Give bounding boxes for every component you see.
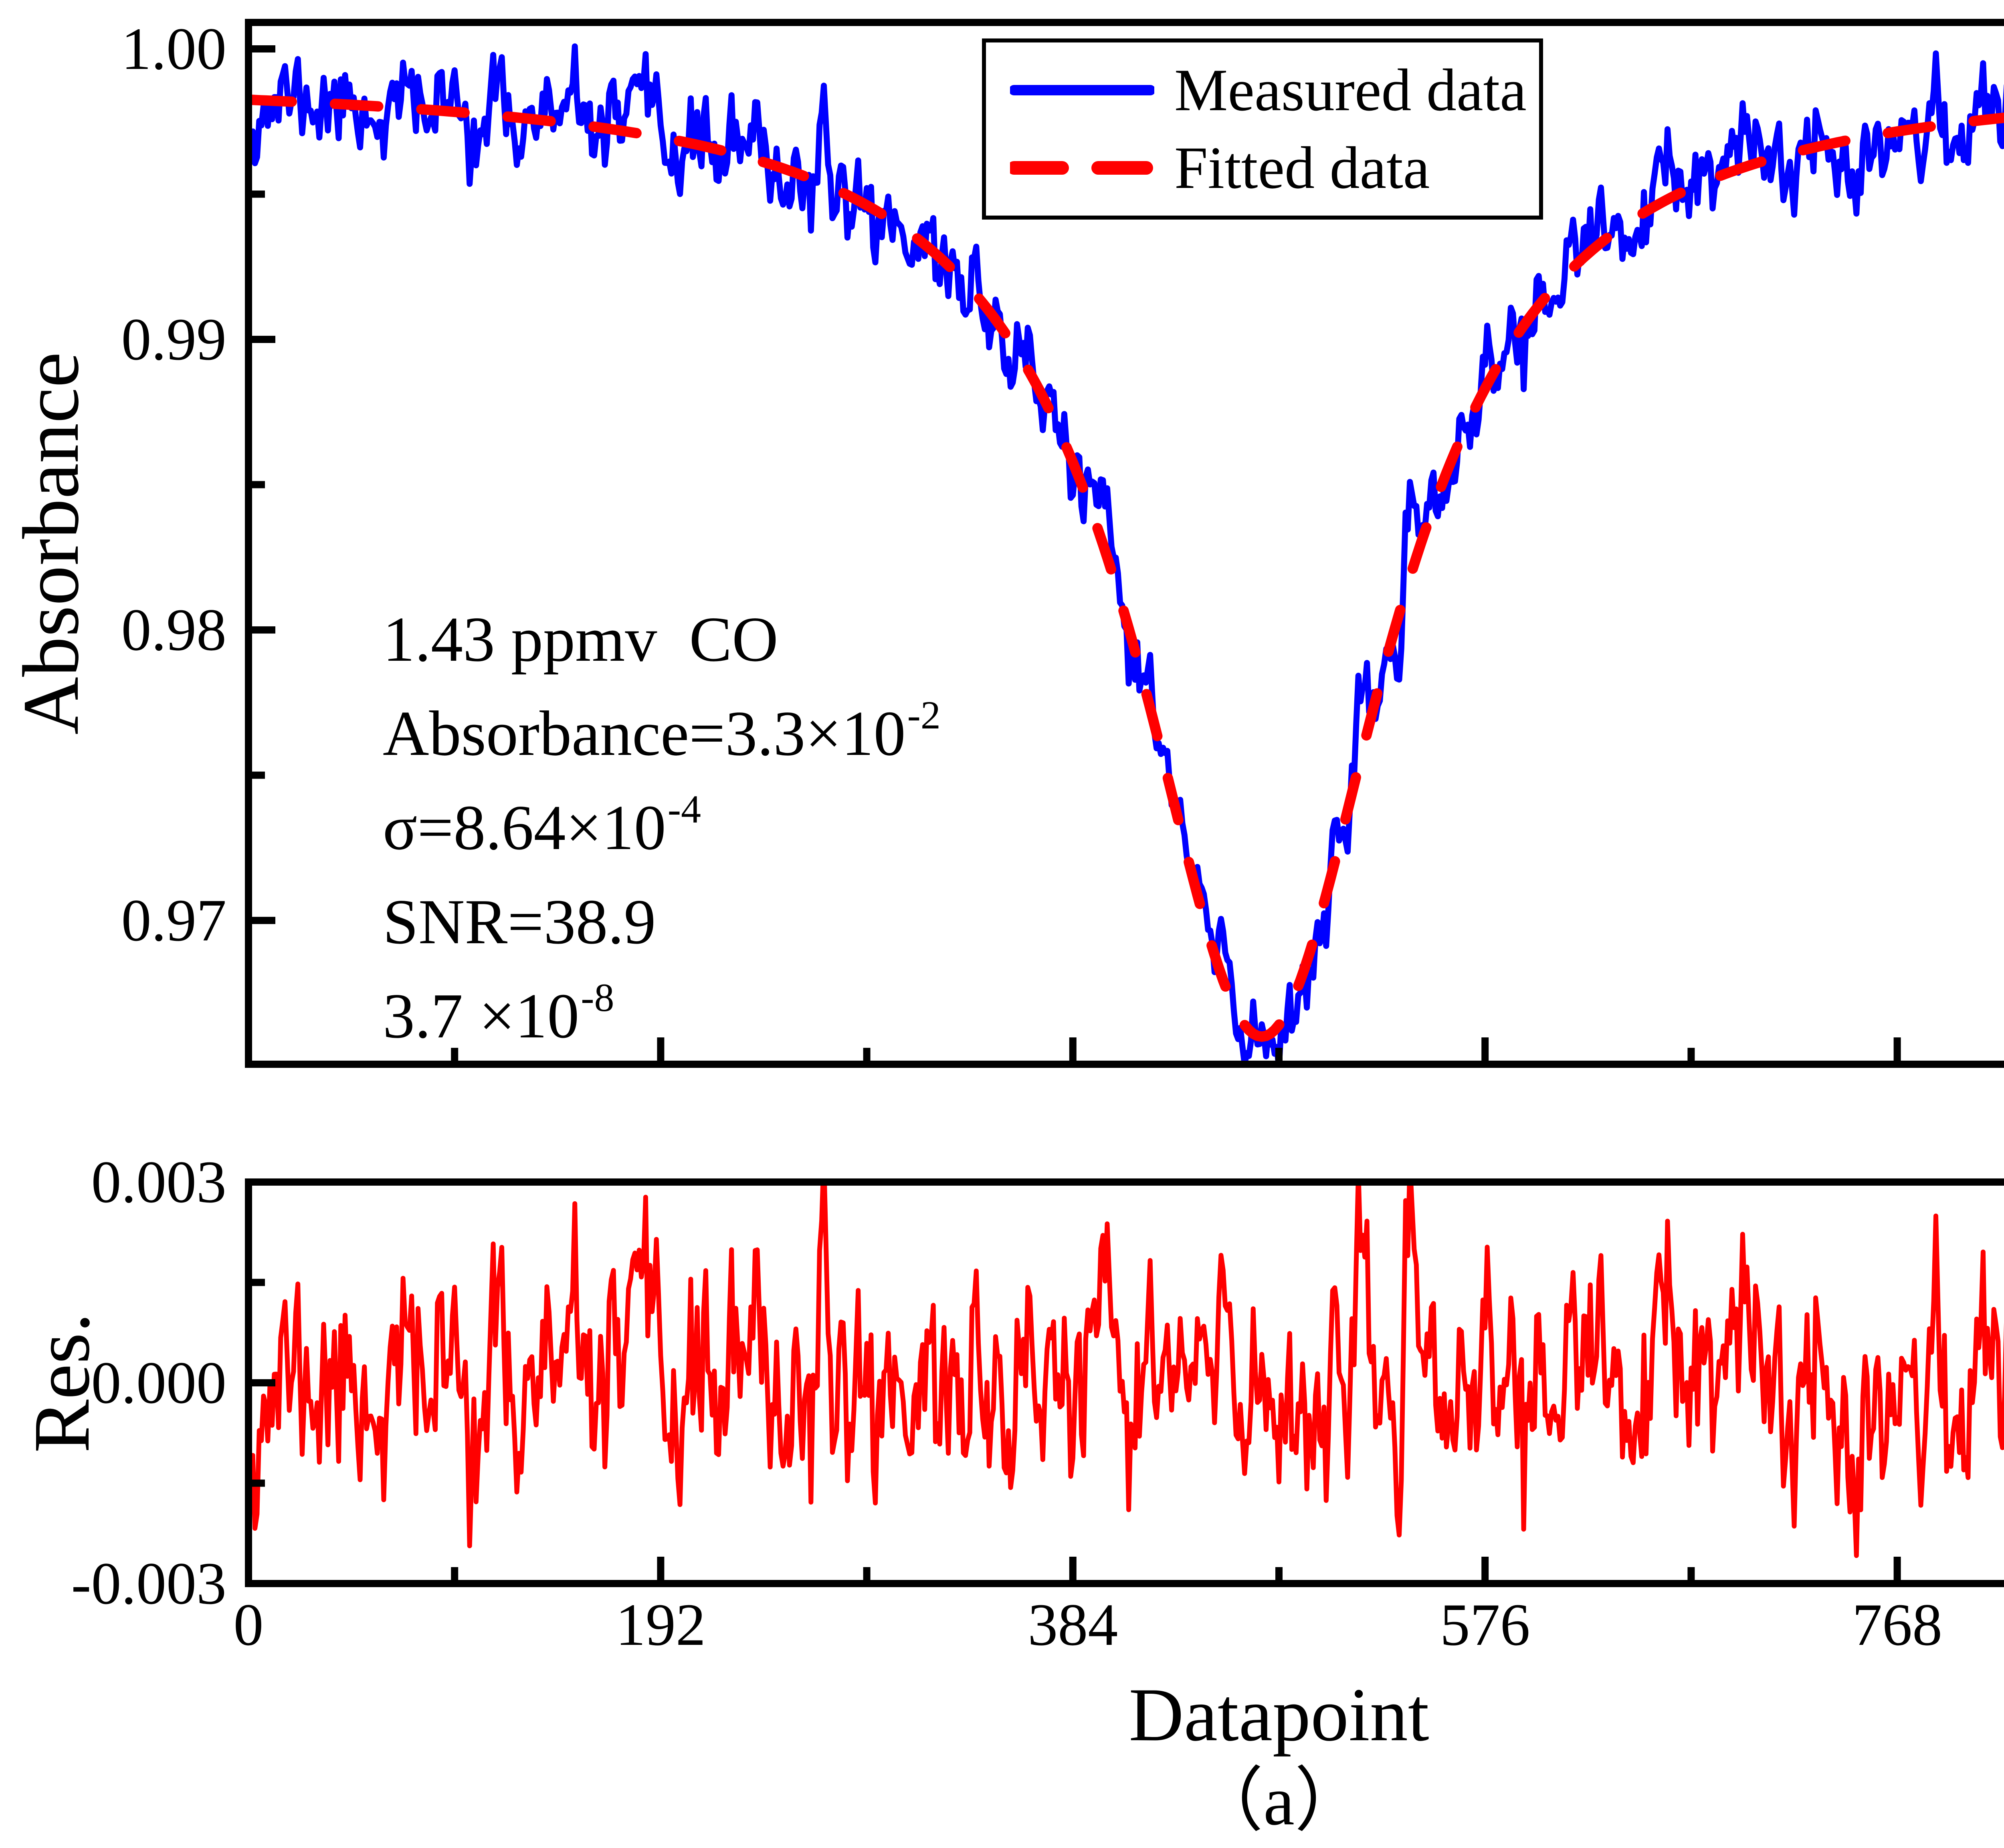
residual-panel-border [245,1178,2004,1587]
fitted-data-line [248,94,2004,1042]
annotation-exponent: -2 [907,692,941,737]
y-tick-label: -0.003 [71,1550,226,1617]
annotation-line: SNR=38.9 [383,887,656,957]
x-axis-label: Datapoint [1129,1673,1429,1757]
annotation-line: 3.7 ×10-8 [383,977,614,1051]
y-tick-label: 0.003 [91,1149,227,1215]
y-tick-label: 1.00 [121,15,227,82]
legend-entry-fitted: Fitted data [1010,138,1539,198]
x-tick-label: 384 [1028,1592,1118,1658]
annotation-text: Absorbance=3.3×10 [383,698,906,769]
x-tick-label: 768 [1852,1592,1943,1658]
y-tick-label: 0.97 [121,887,227,954]
y-tick-label: 0.98 [121,597,227,664]
legend: Measured data Fitted data [982,38,1543,220]
annotation-text: SNR=38.9 [383,886,656,957]
x-tick-label: 576 [1440,1592,1530,1658]
y-tick-label: 0.000 [91,1350,227,1416]
annotation-line: Absorbance=3.3×10-2 [383,695,941,769]
y-tick-label: 0.99 [121,306,227,373]
legend-label-measured: Measured data [1174,57,1527,123]
legend-label-fitted: Fitted data [1174,135,1430,201]
residual-line [248,1182,2004,1558]
annotation-exponent: -4 [667,787,701,831]
absorbance-panel-border [245,19,2004,1068]
annotation-line: 1.43 ppmv CO [383,604,778,674]
legend-measured-line-icon [1010,85,1154,95]
annotation-text: σ=8.64×10 [383,792,666,863]
annotation-text: 3.7 ×10 [383,980,580,1051]
y-axis-label-absorbance: Absorbance [6,352,95,735]
x-tick-label: 0 [233,1592,264,1658]
figure-caption: （a） [1193,1762,1365,1840]
annotation-text: 1.43 ppmv CO [383,603,778,675]
legend-entry-measured: Measured data [1010,60,1539,120]
x-tick-label: 192 [615,1592,706,1658]
annotation-line: σ=8.64×10-4 [383,789,701,863]
legend-fitted-line-icon [1010,161,1154,175]
annotation-exponent: -8 [581,975,614,1020]
annotation-block: 1.43 ppmv CO Absorbance=3.3×10-2 σ=8.64×10… [383,601,1465,1082]
